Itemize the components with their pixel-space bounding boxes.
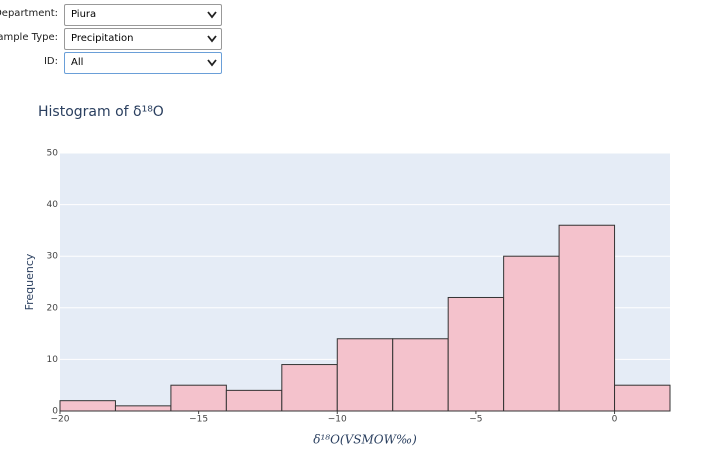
bar bbox=[558, 224, 616, 412]
y-tick-label: 20 bbox=[47, 303, 59, 313]
dropdown[interactable]: All bbox=[64, 52, 222, 74]
chevron bbox=[207, 59, 217, 67]
form-row: ID: All bbox=[0, 52, 224, 74]
bar bbox=[114, 405, 172, 412]
bar bbox=[281, 364, 338, 412]
bar bbox=[336, 338, 394, 412]
field-label: ID: bbox=[43, 56, 58, 67]
bar bbox=[447, 296, 505, 412]
y-tick-label: 40 bbox=[47, 200, 59, 210]
dropdown-value: All bbox=[71, 57, 84, 68]
bar bbox=[392, 338, 449, 412]
dropdown[interactable]: Piura bbox=[64, 4, 222, 26]
bar bbox=[614, 384, 671, 412]
x-tick-label: 0 bbox=[612, 415, 618, 425]
bar bbox=[503, 255, 560, 412]
form-row: Department: Piura bbox=[0, 4, 224, 26]
y-axis-title: Frequency bbox=[23, 253, 36, 310]
chevron bbox=[207, 11, 217, 19]
form-row: Sample Type: Precipitation bbox=[0, 28, 224, 50]
y-tick-label: 10 bbox=[47, 355, 59, 365]
field-label: Sample Type: bbox=[0, 32, 58, 43]
y-tick-label: 30 bbox=[47, 252, 59, 262]
dropdown[interactable]: Precipitation bbox=[64, 28, 222, 50]
x-axis-title: δ¹⁸O(VSMOW‰) bbox=[313, 433, 417, 447]
x-tick-label: −5 bbox=[469, 415, 482, 425]
field-label: Department: bbox=[0, 8, 58, 19]
x-tick-label: −10 bbox=[328, 415, 347, 425]
bar bbox=[225, 389, 283, 412]
y-tick-label: 0 bbox=[52, 407, 58, 417]
chart-title: Histogram of δ¹⁸O bbox=[38, 104, 164, 120]
y-tick-label: 50 bbox=[47, 149, 59, 159]
bar bbox=[170, 384, 227, 412]
bar bbox=[59, 400, 116, 412]
chevron bbox=[207, 35, 217, 43]
x-tick-label: −15 bbox=[189, 415, 208, 425]
x-tick-label: −20 bbox=[51, 415, 70, 425]
dropdown-value: Precipitation bbox=[71, 33, 134, 44]
dropdown-value: Piura bbox=[71, 9, 97, 20]
